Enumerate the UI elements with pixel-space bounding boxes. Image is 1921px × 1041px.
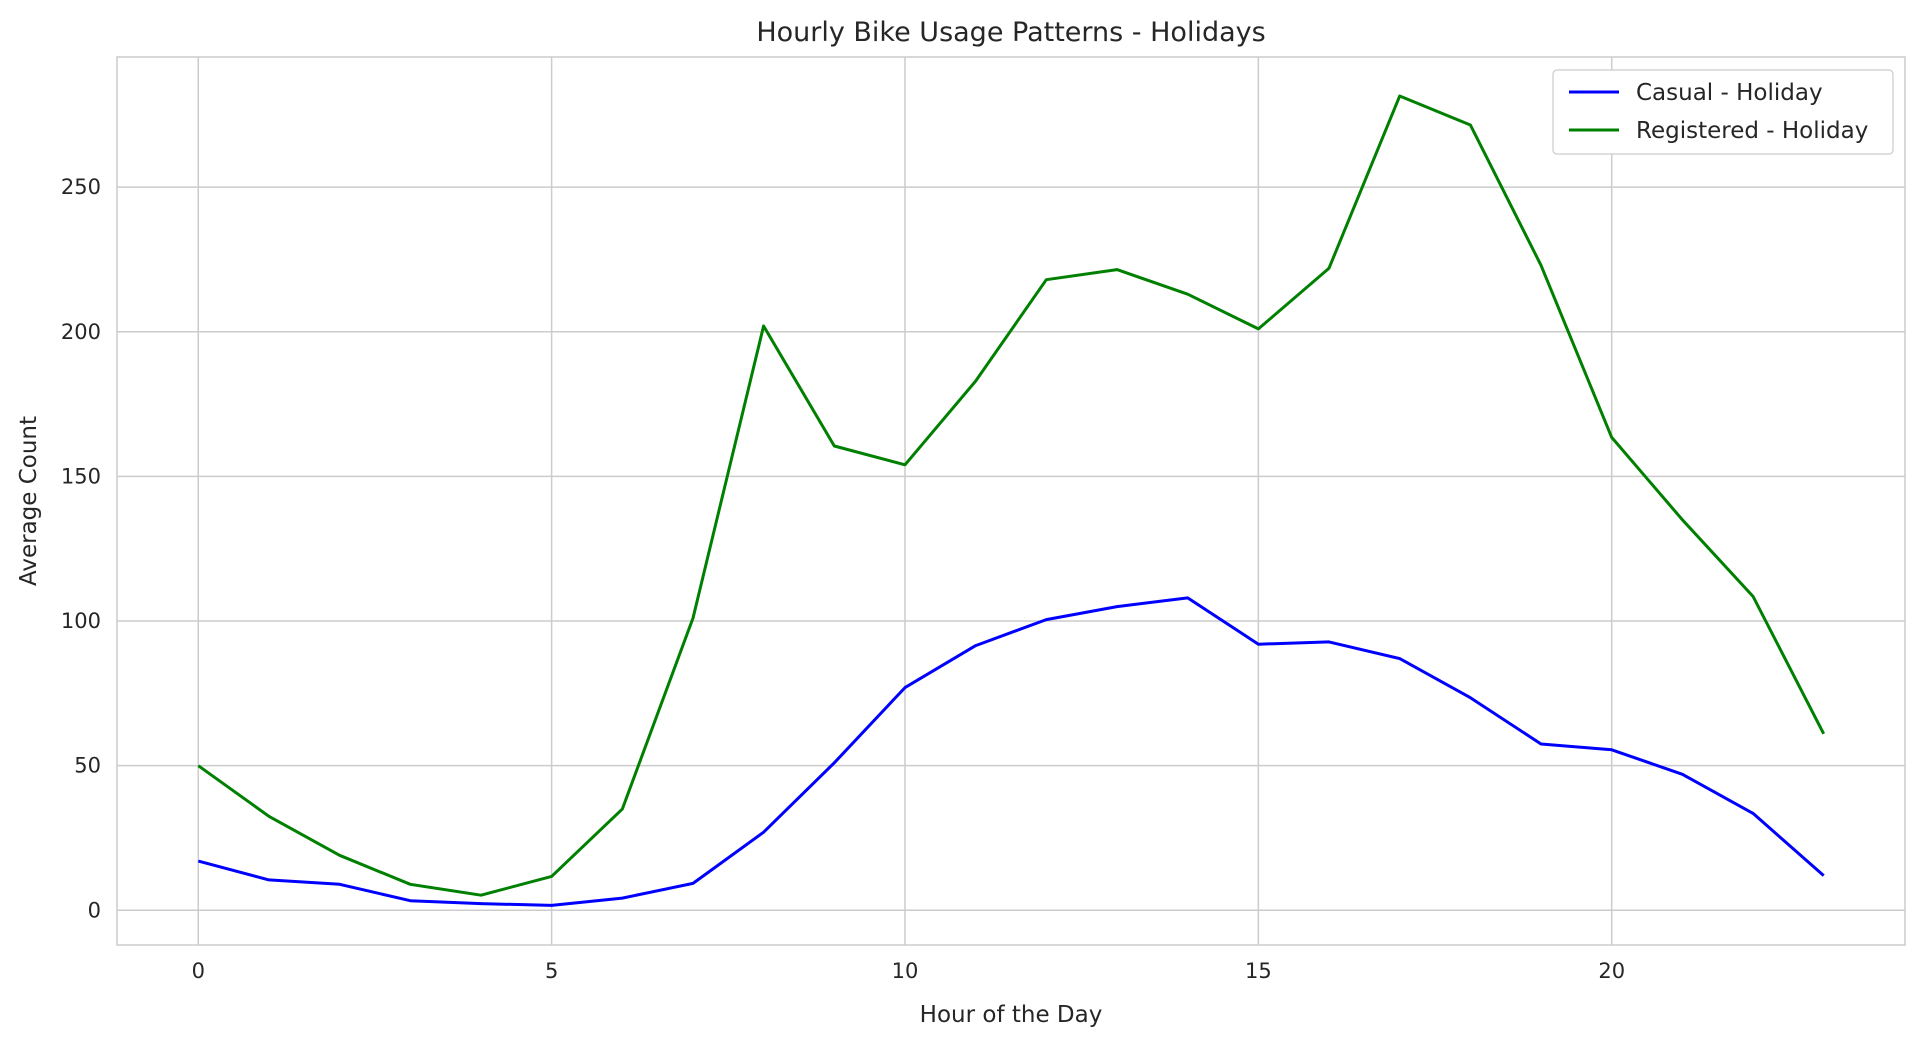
x-tick-label: 10 <box>892 959 919 983</box>
legend: Casual - Holiday Registered - Holiday <box>1552 69 1894 155</box>
plot-frame <box>116 56 1906 946</box>
grid-lines <box>117 57 1905 945</box>
x-tick-label: 5 <box>545 959 558 983</box>
series-line-registered <box>197 94 1826 897</box>
legend-label-casual: Casual - Holiday <box>1636 80 1823 106</box>
y-tick-label: 0 <box>88 898 101 922</box>
legend-label-registered: Registered - Holiday <box>1636 118 1868 144</box>
x-axis-title: Hour of the Day <box>920 1002 1103 1028</box>
x-tick-label: 0 <box>192 959 205 983</box>
y-tick-label: 250 <box>61 175 101 199</box>
y-tick-label: 100 <box>61 609 101 633</box>
chart-title: Hourly Bike Usage Patterns - Holidays <box>756 17 1265 48</box>
series-line-casual <box>197 596 1825 907</box>
series-lines <box>197 94 1826 907</box>
legend-box <box>1552 69 1894 155</box>
y-tick-label: 50 <box>74 754 101 778</box>
y-axis-title: Average Count <box>16 416 42 586</box>
y-tick-label: 150 <box>61 464 101 488</box>
x-tick-label: 20 <box>1598 959 1625 983</box>
x-tick-label: 15 <box>1245 959 1272 983</box>
y-tick-label: 200 <box>61 320 101 344</box>
